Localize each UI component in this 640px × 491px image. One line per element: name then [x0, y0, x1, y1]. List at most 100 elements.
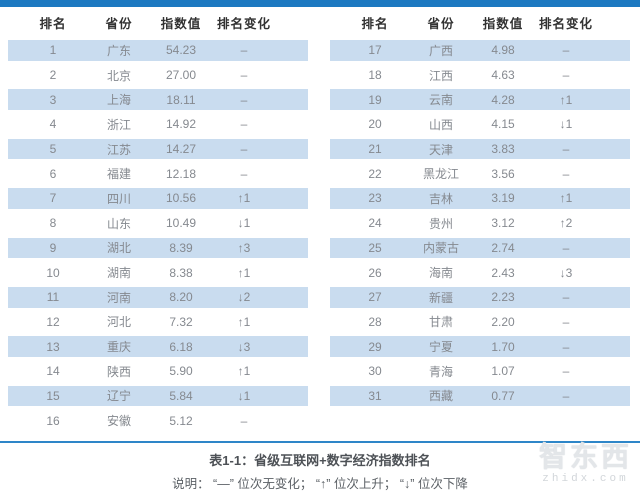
cell-rank-change: ↓1: [237, 388, 251, 403]
cell-index-value: 4.63: [491, 68, 515, 83]
cell-province: 西藏: [428, 389, 453, 404]
cell-rank-change: –: [240, 92, 248, 107]
cell-index-value: 5.84: [169, 388, 193, 403]
cell-rank: 7: [49, 191, 57, 206]
cell-index-value: 8.20: [169, 290, 193, 305]
cell-rank-change: ↓3: [559, 265, 573, 280]
table-row: 30 青海 1.07 –: [330, 359, 630, 384]
cell-index-value: 5.90: [169, 364, 193, 379]
cell-province: 江苏: [106, 142, 131, 157]
cell-rank: 1: [49, 43, 57, 58]
cell-province: 天津: [428, 142, 453, 157]
cell-index-value: 54.23: [165, 43, 197, 58]
table-row: 7 四川 10.56 ↑1: [8, 186, 308, 211]
cell-rank: 28: [368, 314, 382, 329]
cell-province: 江西: [428, 68, 453, 83]
cell-rank: 27: [368, 290, 382, 305]
cell-index-value: 27.00: [165, 68, 197, 83]
cell-rank-change: –: [562, 314, 570, 329]
cell-rank: 20: [368, 117, 382, 132]
cell-rank-change: –: [562, 142, 570, 157]
cell-rank-change: –: [562, 388, 570, 403]
cell-index-value: 3.56: [491, 166, 515, 181]
cell-rank-change: ↑2: [559, 216, 573, 231]
table-row: 3 上海 18.11 –: [8, 87, 308, 113]
cell-province: 云南: [428, 93, 453, 108]
cell-rank: 8: [49, 216, 57, 231]
cell-rank: 24: [368, 216, 382, 231]
table-row: 25 内蒙古 2.74 –: [330, 235, 630, 261]
cell-index-value: 18.11: [166, 92, 196, 107]
table-row: 16 安徽 5.12 –: [8, 408, 308, 433]
table-row: 17 广西 4.98 –: [330, 38, 630, 63]
table-row: 31 西藏 0.77 –: [330, 383, 630, 409]
zhidx-domain: zhidx.com: [542, 473, 629, 485]
cell-province: 辽宁: [106, 389, 131, 404]
cell-rank-change: –: [240, 142, 248, 157]
cell-index-value: 0.77: [491, 388, 515, 403]
cell-rank-change: ↑1: [237, 191, 251, 206]
cell-index-value: 10.56: [165, 191, 197, 206]
cell-rank-change: –: [562, 240, 570, 255]
cell-province: 河南: [106, 290, 131, 305]
cell-index-value: 5.12: [169, 413, 193, 428]
column-header-province: 省份: [105, 17, 133, 31]
cell-province: 广西: [428, 43, 453, 58]
cell-rank: 2: [49, 68, 57, 83]
watermark-zhidx: 智东西 zhidx.com: [538, 441, 632, 485]
table-header: 排名 省份 指数值 排名变化: [330, 7, 630, 38]
cell-index-value: 14.92: [165, 117, 197, 132]
cell-province: 吉林: [428, 191, 453, 206]
cell-rank: 25: [368, 240, 382, 255]
cell-rank-change: –: [240, 117, 248, 132]
cell-province: 海南: [428, 266, 453, 281]
cell-rank: 26: [368, 265, 382, 280]
cell-province: 内蒙古: [422, 241, 459, 256]
table-row: 18 江西 4.63 –: [330, 63, 630, 88]
cell-index-value: 2.74: [491, 240, 515, 255]
cell-rank: 14: [46, 364, 60, 379]
table-row: 24 贵州 3.12 ↑2: [330, 211, 630, 236]
column-header-province: 省份: [427, 17, 455, 31]
ranking-table-right: 排名 省份 指数值 排名变化 17 广西 4.98 – 18 江西 4.63 – 19 云南 4.2…: [330, 7, 630, 433]
table-row: 19 云南 4.28 ↑1: [330, 87, 630, 113]
cell-rank: 19: [368, 92, 382, 107]
cell-rank-change: –: [562, 43, 570, 58]
table-row: 11 河南 8.20 ↓2: [8, 284, 308, 310]
zhidx-logo: 智东西: [538, 441, 632, 473]
cell-index-value: 8.39: [169, 240, 193, 255]
cell-rank-change: –: [562, 290, 570, 305]
cell-rank: 15: [46, 388, 60, 403]
cell-index-value: 7.32: [169, 314, 193, 329]
table-row: 22 黑龙江 3.56 –: [330, 161, 630, 186]
cell-province: 甘肃: [428, 315, 453, 330]
cell-index-value: 3.83: [491, 142, 515, 157]
cell-province: 广东: [106, 43, 131, 58]
cell-rank: 29: [368, 339, 382, 354]
table-row: 8 山东 10.49 ↓1: [8, 211, 308, 236]
table-row: 27 新疆 2.23 –: [330, 284, 630, 310]
cell-index-value: 4.98: [491, 43, 515, 58]
cell-rank: 12: [46, 314, 60, 329]
cell-index-value: 10.49: [165, 216, 197, 231]
cell-province: 湖北: [106, 241, 131, 256]
cell-province: 黑龙江: [422, 167, 459, 182]
cell-rank: 11: [46, 290, 60, 305]
cell-province: 贵州: [428, 216, 453, 231]
cell-index-value: 2.43: [491, 265, 515, 280]
cell-rank-change: –: [240, 43, 248, 58]
cell-province: 山西: [428, 117, 453, 132]
cell-rank: 21: [368, 142, 382, 157]
cell-rank: 10: [46, 265, 60, 280]
ranking-table-left: 排名 省份 指数值 排名变化 1 广东 54.23 – 2 北京 27.00 – 3 上海 18.1…: [8, 7, 308, 433]
table-row: 2 北京 27.00 –: [8, 63, 308, 88]
table-row: 13 重庆 6.18 ↓3: [8, 334, 308, 359]
cell-province: 宁夏: [428, 340, 453, 355]
cell-province: 新疆: [428, 290, 453, 305]
cell-rank-change: ↓1: [237, 216, 251, 231]
cell-province: 四川: [106, 191, 131, 206]
cell-rank-change: –: [240, 68, 248, 83]
cell-index-value: 1.07: [491, 364, 515, 379]
cell-province: 安徽: [106, 414, 131, 429]
